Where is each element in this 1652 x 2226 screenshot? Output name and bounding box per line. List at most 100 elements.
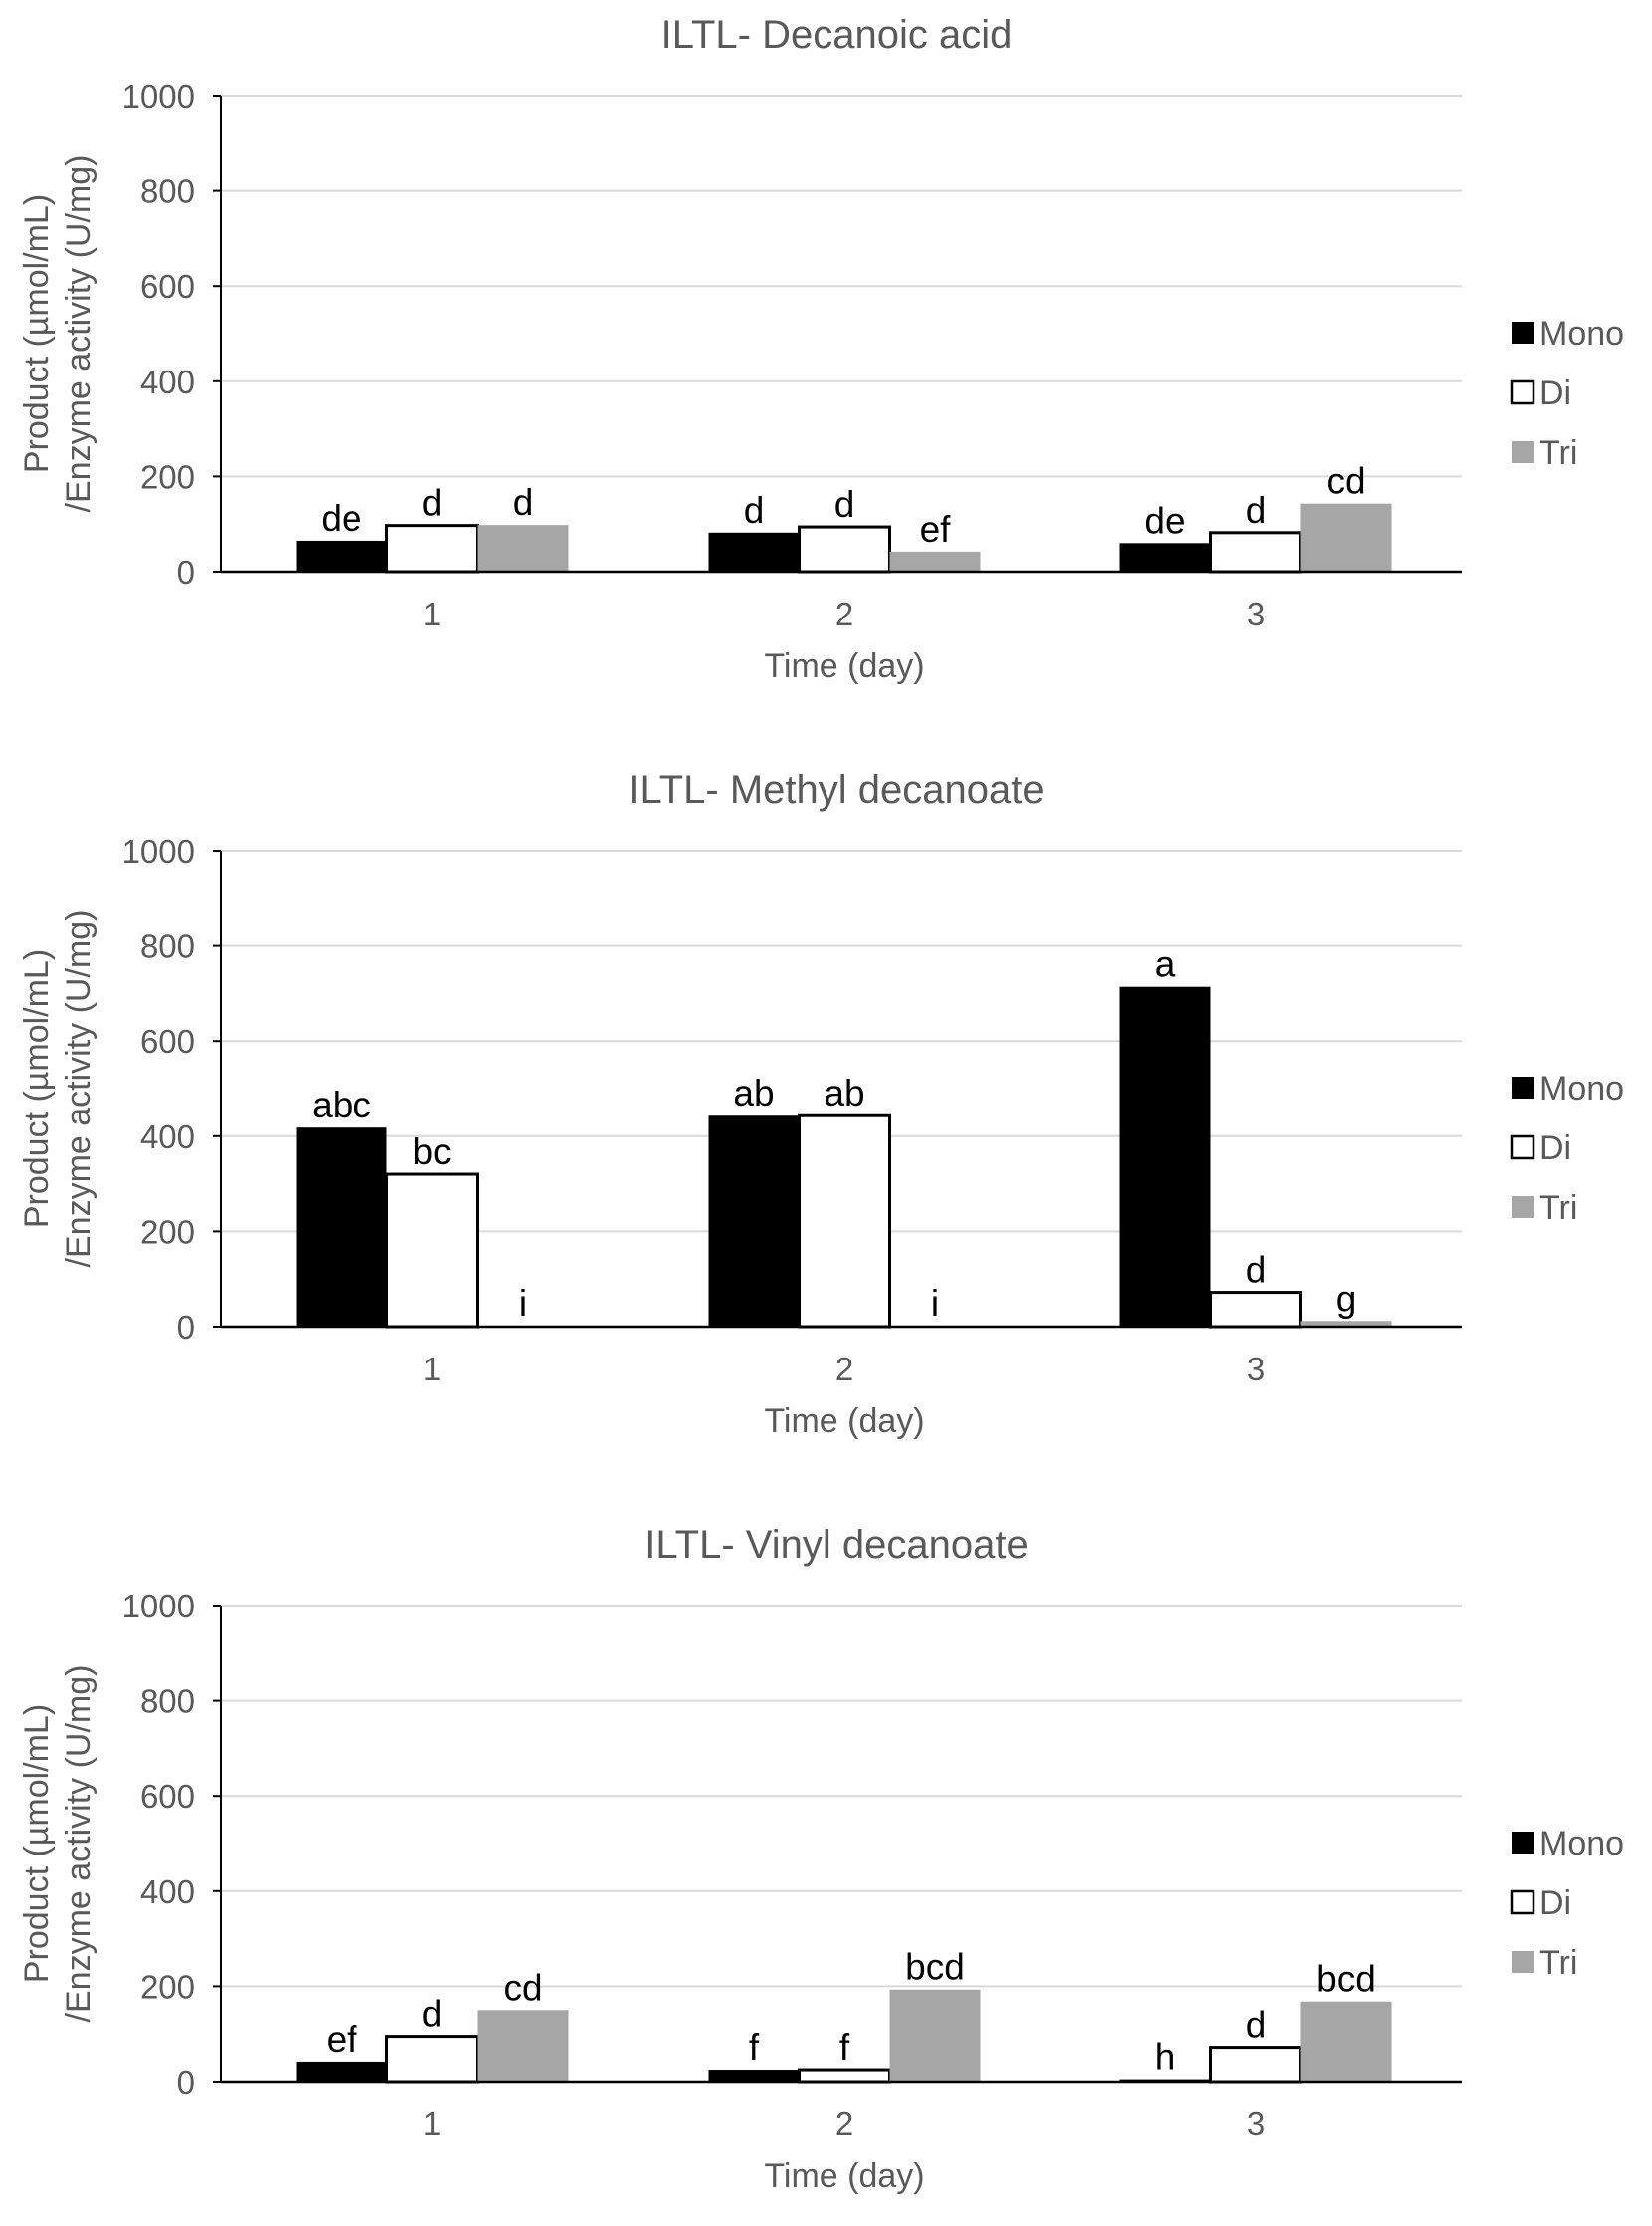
- y-axis-label-line: /Enzyme activity (U/mg): [60, 1665, 98, 2023]
- bar-tri-1: [477, 2010, 569, 2082]
- legend: Mono Di Tri: [1510, 1070, 1624, 1227]
- bar-label: d: [744, 490, 765, 531]
- bar-mono-1: [296, 540, 387, 572]
- chart-panel-3: ILTL- Vinyl decanoate 0 200 400 600 800 1000 Pr…: [18, 1523, 1624, 2195]
- legend-swatch-tri: [1512, 1951, 1534, 1973]
- chart-title: ILTL- Vinyl decanoate: [644, 1523, 1028, 1567]
- bar-label: d: [513, 482, 534, 523]
- bar-di-3: [1209, 2046, 1302, 2084]
- bar-di-3: [1209, 531, 1302, 574]
- x-tick-label: 2: [835, 1351, 853, 1387]
- bar-label: ef: [920, 509, 952, 550]
- legend-swatch-di: [1510, 1889, 1535, 1915]
- bar-mono-1: [296, 2061, 387, 2082]
- bar-mono-2: [708, 1115, 800, 1327]
- y-tick-label: 400: [140, 1873, 195, 1910]
- bar-tri-3: [1300, 1321, 1392, 1327]
- legend: Mono Di Tri: [1510, 1825, 1624, 1982]
- bar-label: h: [1155, 2037, 1176, 2078]
- y-tick-label: 0: [177, 2064, 195, 2101]
- x-tick-label: 1: [423, 596, 441, 632]
- bar-label: i: [519, 1283, 527, 1324]
- bar-label: bcd: [1316, 1959, 1376, 2000]
- x-tick-label: 1: [423, 2105, 441, 2142]
- x-tick-label: 3: [1247, 2105, 1265, 2142]
- bar-mono-3: [1119, 986, 1211, 1327]
- legend: Mono Di Tri: [1510, 315, 1624, 472]
- y-tick-label: 1000: [122, 833, 195, 869]
- y-tick-label: 600: [140, 1023, 195, 1060]
- bar-label: i: [931, 1283, 939, 1324]
- bar-label: d: [422, 1994, 443, 2035]
- y-tick-label: 600: [140, 1778, 195, 1815]
- bar-label: d: [834, 484, 855, 525]
- bar-tri-3: [1300, 2001, 1392, 2082]
- y-axis-label-line: Product (µmol/mL): [18, 1704, 56, 1983]
- y-tick-label: 1000: [122, 1588, 195, 1624]
- bar-label: f: [749, 2027, 760, 2068]
- legend-label-di: Di: [1539, 374, 1571, 412]
- y-tick-label: 0: [177, 554, 195, 591]
- y-tick-label: 400: [140, 364, 195, 400]
- bar-mono-3: [1119, 543, 1211, 572]
- bar-label: d: [1246, 1250, 1267, 1291]
- bar-label: bcd: [905, 1947, 965, 1988]
- chart-panel-1: ILTL- Decanoic acid 0 200 400 600 800 1000 Prod…: [18, 13, 1624, 685]
- y-axis-label-line: Product (µmol/mL): [18, 949, 56, 1228]
- bar-di-1: [385, 524, 479, 574]
- y-axis-label-line: /Enzyme activity (U/mg): [60, 155, 98, 513]
- bar-label: d: [1246, 490, 1267, 531]
- x-tick-label: 1: [423, 1351, 441, 1387]
- bar-label: bc: [412, 1131, 451, 1172]
- y-tick-label: 200: [140, 1968, 195, 2005]
- y-tick-label: 800: [140, 1683, 195, 1720]
- legend-swatch-di: [1510, 379, 1535, 405]
- x-tick-label: 3: [1247, 596, 1265, 632]
- y-tick-label: 1000: [122, 78, 195, 115]
- bar-label: cd: [1326, 461, 1365, 502]
- bar-tri-2: [889, 1989, 981, 2082]
- bar-label: a: [1155, 944, 1176, 985]
- bar-label: abc: [312, 1085, 371, 1125]
- legend-swatch-mono: [1512, 322, 1534, 344]
- bar-label: de: [1144, 500, 1185, 541]
- bar-di-2: [798, 1113, 891, 1329]
- x-tick-label: 2: [835, 2105, 853, 2142]
- bar-di-2: [798, 525, 891, 574]
- y-tick-label: 800: [140, 928, 195, 965]
- bar-label: f: [839, 2027, 850, 2068]
- bar-mono-1: [296, 1127, 387, 1327]
- legend-label-mono: Mono: [1539, 1825, 1624, 1862]
- bar-mono-2: [708, 2070, 800, 2082]
- legend-swatch-di: [1510, 1134, 1535, 1160]
- x-axis-label: Time (day): [764, 647, 924, 685]
- legend-label-tri: Tri: [1539, 1944, 1577, 1982]
- bar-tri-2: [889, 551, 981, 572]
- legend-swatch-mono: [1512, 1077, 1534, 1099]
- y-axis-label: Product (µmol/mL)/Enzyme activity (U/mg): [18, 910, 98, 1268]
- bar-label: ab: [824, 1073, 864, 1113]
- bar-label: cd: [503, 1967, 542, 2008]
- bar-label: d: [1246, 2005, 1267, 2046]
- legend-swatch-tri: [1512, 441, 1534, 463]
- legend-label-di: Di: [1539, 1129, 1571, 1167]
- y-axis-label: Product (µmol/mL)/Enzyme activity (U/mg): [18, 155, 98, 513]
- bar-mono-2: [708, 532, 800, 572]
- y-axis-label-line: Product (µmol/mL): [18, 194, 56, 473]
- bar-label: de: [321, 498, 361, 539]
- legend-label-tri: Tri: [1539, 434, 1577, 472]
- y-tick-label: 200: [140, 458, 195, 495]
- x-axis-label: Time (day): [764, 1402, 924, 1440]
- bar-tri-3: [1300, 503, 1392, 572]
- y-tick-label: 0: [177, 1309, 195, 1346]
- legend-label-di: Di: [1539, 1884, 1571, 1922]
- legend-swatch-mono: [1512, 1832, 1534, 1854]
- bar-label: g: [1336, 1278, 1357, 1319]
- bar-label: ab: [733, 1073, 774, 1113]
- legend-label-mono: Mono: [1539, 1070, 1624, 1108]
- y-axis-label-line: /Enzyme activity (U/mg): [60, 910, 98, 1268]
- legend-label-tri: Tri: [1539, 1189, 1577, 1227]
- chart-title: ILTL- Methyl decanoate: [628, 768, 1044, 812]
- y-tick-label: 200: [140, 1213, 195, 1250]
- bar-di-1: [385, 2035, 479, 2084]
